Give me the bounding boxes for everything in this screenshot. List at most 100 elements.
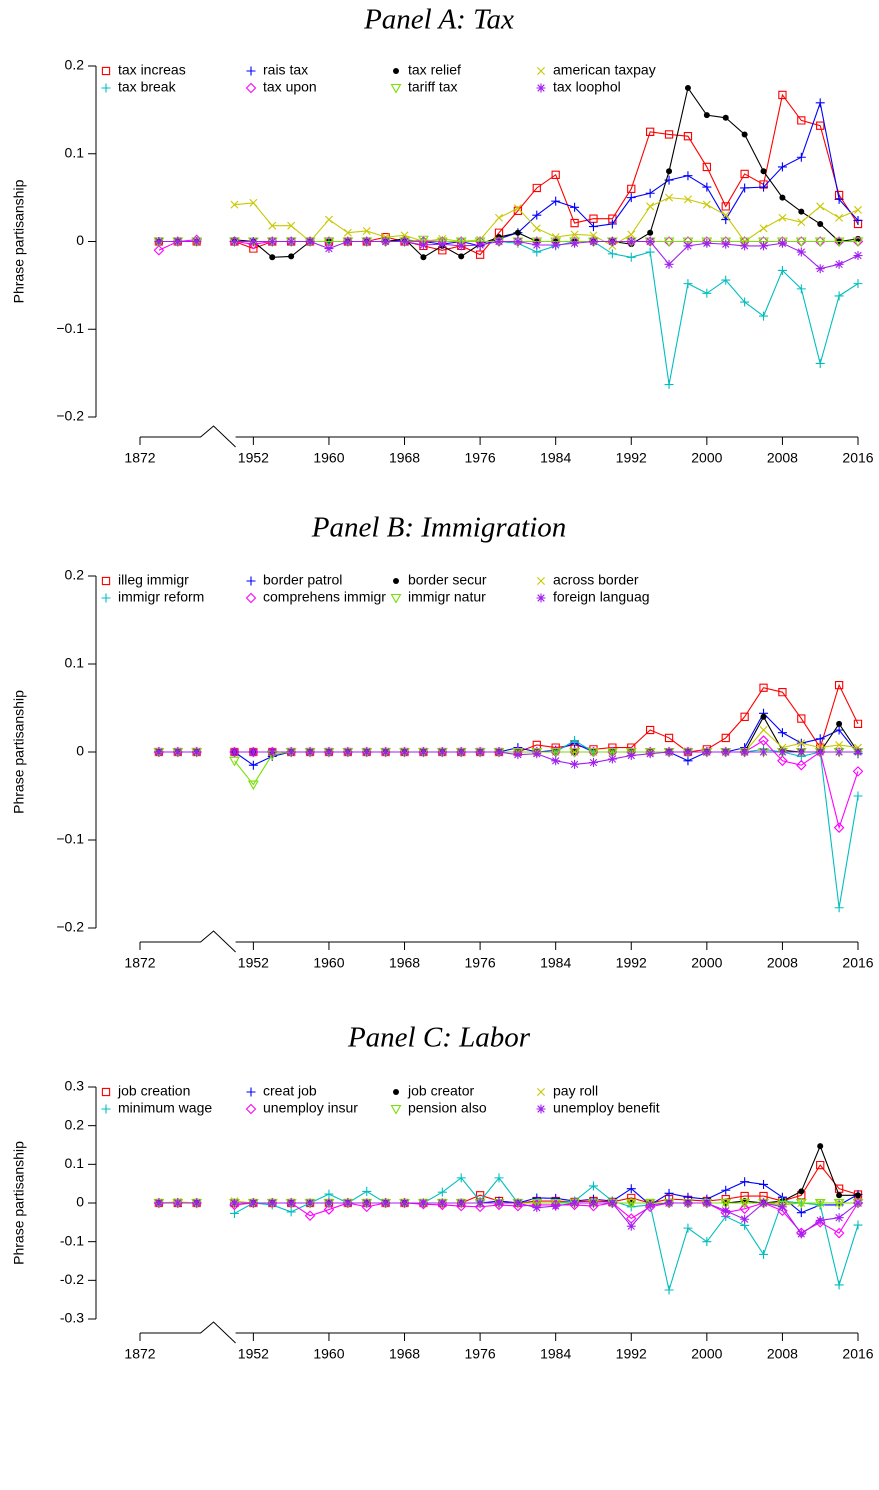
data-point: [758, 735, 769, 746]
legend-marker: [245, 592, 257, 604]
x-tick-label: 1984: [540, 450, 571, 466]
data-point: [798, 1188, 805, 1195]
data-point: [760, 713, 767, 720]
legend-marker: [245, 1103, 257, 1115]
data-point: [267, 237, 277, 246]
data-point: [740, 747, 750, 757]
data-point: [437, 1187, 447, 1197]
data-point: [551, 240, 561, 250]
data-point: [815, 358, 825, 368]
data-point: [267, 747, 277, 757]
data-point: [834, 190, 844, 200]
data-point: [814, 237, 826, 248]
data-point: [702, 288, 712, 298]
data-point: [721, 211, 730, 220]
data-point: [853, 719, 863, 728]
data-point: [286, 237, 296, 246]
data-point: [417, 235, 429, 246]
data-point: [817, 1143, 824, 1150]
data-point: [229, 1198, 239, 1208]
y-tick-label: 0.2: [65, 1116, 85, 1132]
data-point: [494, 237, 504, 246]
data-point: [343, 1198, 353, 1208]
data-point: [739, 1203, 750, 1215]
data-point: [702, 200, 711, 209]
data-point: [249, 198, 258, 207]
legend-marker: [246, 66, 256, 76]
data-point: [362, 237, 372, 246]
data-point: [666, 168, 673, 175]
data-point: [853, 251, 863, 261]
data-point: [664, 380, 674, 390]
legend-marker: [537, 67, 545, 75]
x-tick-label: 1976: [465, 955, 496, 971]
data-point: [682, 237, 694, 248]
legend-marker: [393, 68, 399, 74]
y-tick-label: 0: [76, 743, 84, 759]
legend-marker: [101, 1087, 111, 1097]
data-point: [269, 254, 276, 261]
legend-marker: [390, 1104, 402, 1115]
data-point: [834, 291, 844, 301]
x-tick-label: 1952: [238, 450, 269, 466]
legend-label: tax increas: [118, 62, 186, 78]
data-point: [229, 1208, 239, 1218]
data-point: [305, 237, 315, 246]
data-point: [323, 237, 335, 248]
data-point: [853, 1198, 863, 1208]
data-point: [551, 170, 560, 179]
data-point: [721, 239, 731, 249]
y-tick-label: -0.3: [60, 1310, 84, 1326]
data-point: [532, 240, 542, 250]
data-point: [797, 739, 806, 748]
legend-marker: [101, 593, 111, 603]
data-point: [287, 221, 296, 230]
data-point: [834, 1213, 844, 1223]
legend-marker: [537, 577, 545, 585]
data-point: [458, 253, 465, 260]
data-point: [343, 237, 353, 246]
data-point: [814, 1198, 826, 1209]
series-line: [234, 100, 859, 247]
data-point: [740, 183, 750, 193]
data-point: [627, 230, 636, 239]
data-point: [759, 683, 768, 692]
data-point: [324, 1189, 334, 1199]
data-point: [418, 240, 428, 250]
data-point: [570, 736, 580, 746]
data-point: [833, 822, 845, 833]
data-point: [192, 747, 202, 757]
data-point: [740, 1214, 750, 1224]
data-point: [645, 1200, 655, 1210]
data-point: [437, 239, 447, 249]
data-point: [702, 1198, 712, 1208]
y-tick-label: -0.1: [60, 1232, 84, 1248]
data-point: [759, 726, 768, 734]
data-point: [606, 747, 618, 758]
data-point: [531, 747, 543, 758]
data-point: [455, 1200, 467, 1212]
data-point: [721, 1185, 731, 1195]
x-tick-label: 1976: [465, 450, 496, 466]
y-axis-label: Phrase partisanship: [11, 179, 27, 303]
x-tick-label: 2008: [767, 1346, 798, 1362]
legend-marker: [101, 66, 111, 76]
data-point: [833, 237, 845, 248]
data-point: [362, 226, 371, 235]
data-point: [815, 747, 825, 757]
data-point: [626, 751, 636, 761]
data-point: [836, 1192, 843, 1199]
data-point: [777, 238, 787, 248]
data-point: [739, 1198, 751, 1209]
data-point: [381, 237, 391, 246]
data-point: [531, 1198, 543, 1209]
data-point: [570, 218, 579, 228]
x-axis: [140, 1321, 236, 1344]
data-point: [644, 1198, 656, 1209]
data-point: [551, 196, 561, 206]
data-point: [664, 1188, 674, 1198]
data-point: [645, 237, 655, 246]
data-point: [248, 747, 258, 757]
